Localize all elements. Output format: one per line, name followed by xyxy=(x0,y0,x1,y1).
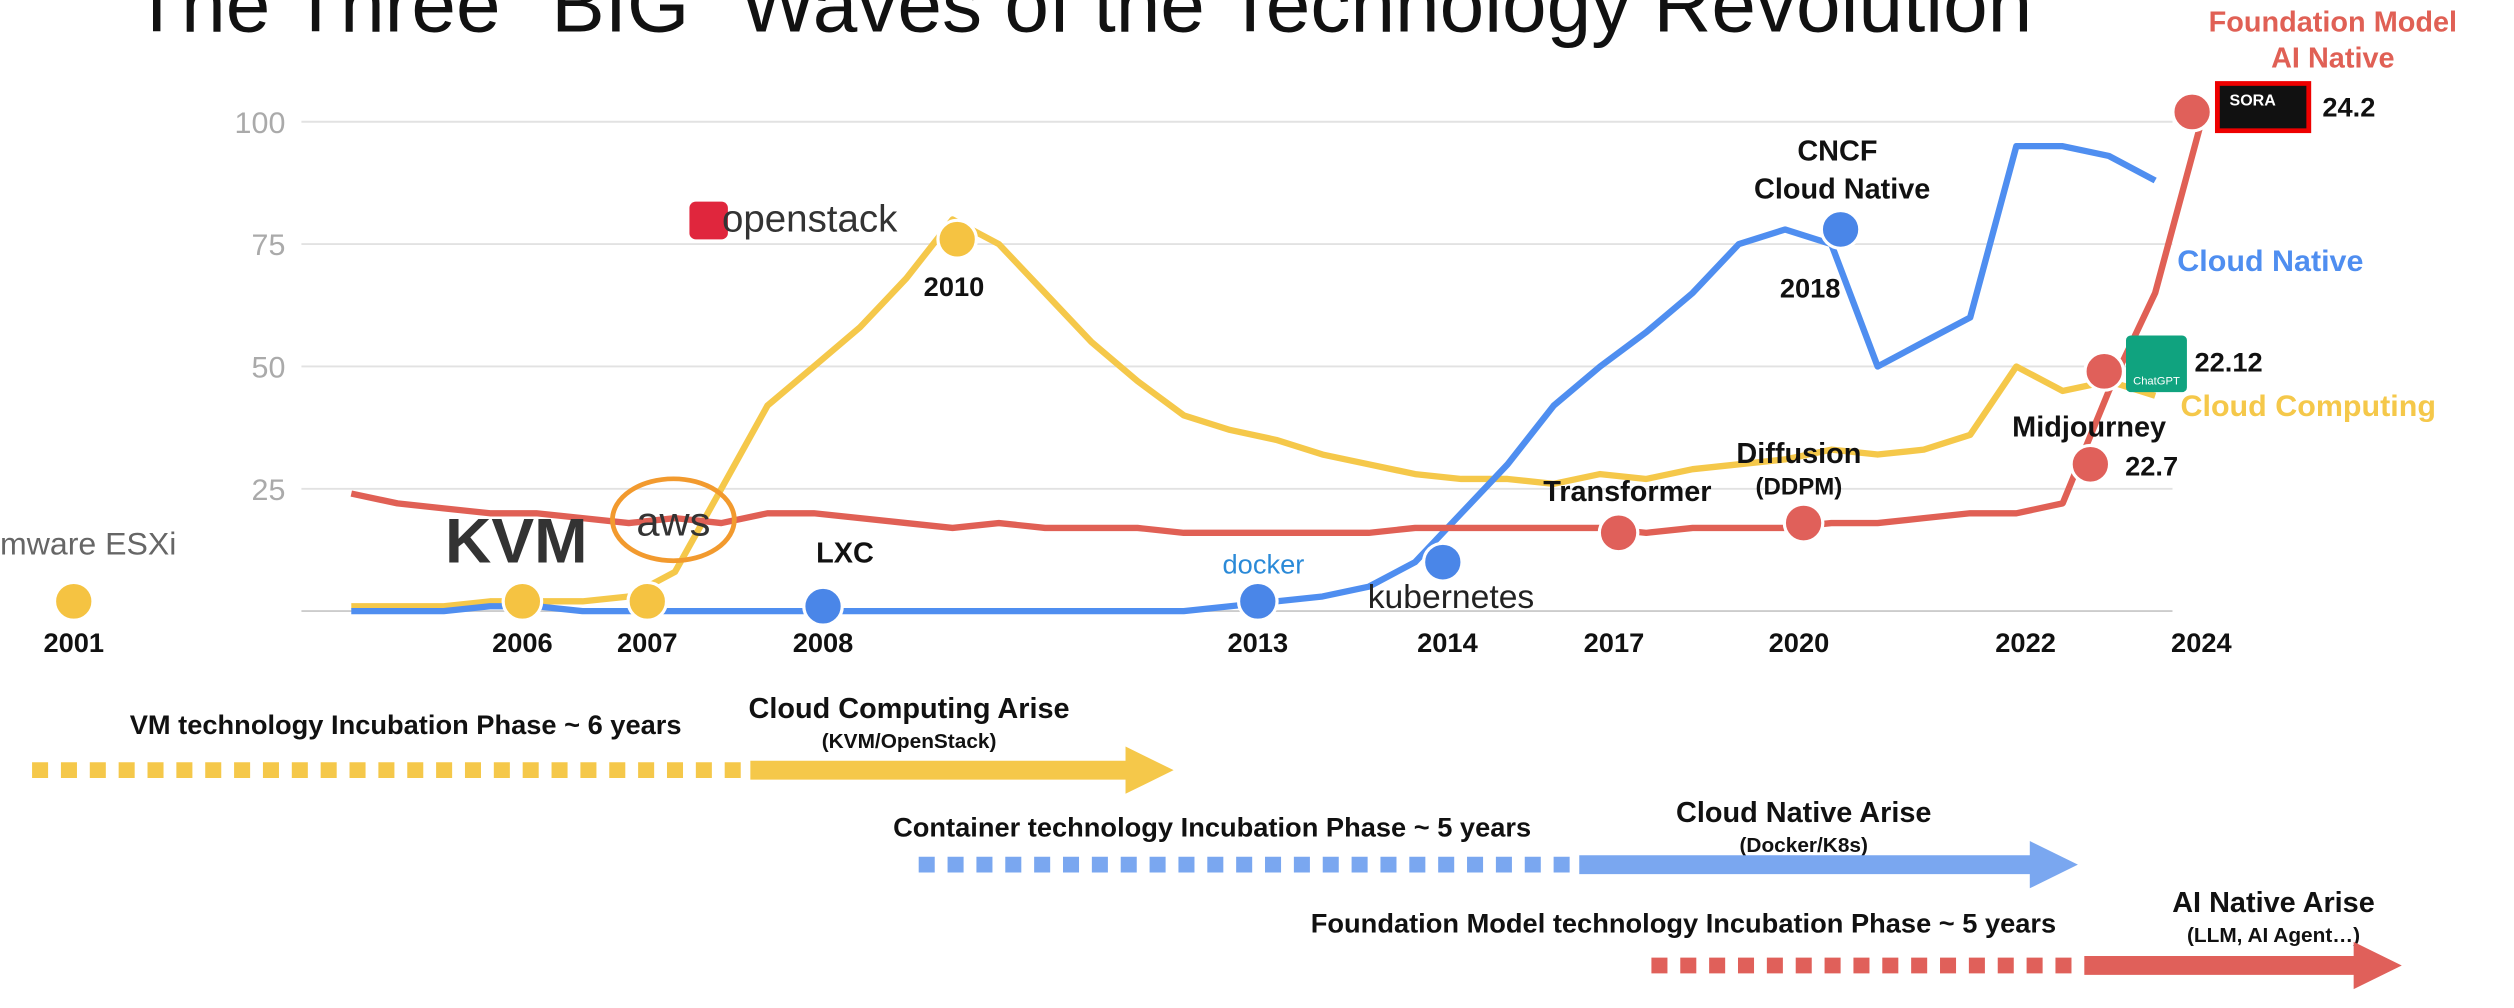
phase-arise: AI Native Arise xyxy=(2172,887,2375,919)
milestone-dot xyxy=(55,582,93,620)
logo-text: kubernetes xyxy=(1368,579,1535,616)
arrow-head xyxy=(2030,841,2078,888)
phase-detail: (KVM/OpenStack) xyxy=(822,730,997,753)
milestone-dot xyxy=(2173,93,2211,131)
milestone-dot xyxy=(2071,445,2109,483)
x-tick-label: 2007 xyxy=(617,628,678,658)
x-tick-label: 2017 xyxy=(1584,628,1645,658)
x-tick-label: 2006 xyxy=(492,628,553,658)
y-tick-label: 75 xyxy=(252,229,286,262)
milestone-date: 2018 xyxy=(1780,274,1841,304)
x-tick-label: 2014 xyxy=(1417,628,1478,658)
milestone-sublabel: Cloud Native xyxy=(1754,174,1930,206)
milestone-label: Midjourney xyxy=(2012,411,2166,443)
series-label: Cloud Native xyxy=(2177,245,2363,278)
arrow-head xyxy=(1126,747,1174,794)
x-tick-label: 2020 xyxy=(1769,628,1830,658)
chart-title: The Three "BIG" Waves of the Technology … xyxy=(132,0,2032,48)
phase-arise: Cloud Computing Arise xyxy=(749,693,1070,725)
series-line xyxy=(351,220,2155,607)
milestone-dot xyxy=(1821,211,1859,249)
milestone-dot xyxy=(1424,543,1462,581)
milestone-label: Transformer xyxy=(1543,476,1711,508)
logo-text: docker xyxy=(1223,550,1305,580)
x-tick-label: 2001 xyxy=(43,628,104,658)
y-tick-label: 100 xyxy=(235,107,286,140)
logo-text: SORA xyxy=(2230,93,2277,110)
milestone-label: LXC xyxy=(816,537,874,569)
logo-text: openstack xyxy=(722,198,898,241)
x-tick-label: 2008 xyxy=(793,628,854,658)
milestone-dot xyxy=(804,587,842,625)
milestone-dot xyxy=(503,582,541,620)
series-label: Cloud Computing xyxy=(2181,390,2436,423)
logo-text: aws xyxy=(636,499,710,545)
milestone-dot xyxy=(1599,514,1637,552)
logo-text: vmware ESXi xyxy=(0,526,176,562)
milestone-date: 2010 xyxy=(924,272,985,302)
milestone-dot xyxy=(1239,582,1277,620)
phase-detail: (Docker/K8s) xyxy=(1739,834,1867,857)
milestone-dot xyxy=(938,220,976,258)
milestone-date: 22.12 xyxy=(2195,348,2263,378)
logo-text: ChatGPT xyxy=(2133,375,2180,387)
milestone-label: Diffusion xyxy=(1736,438,1861,470)
milestone-date: 24.2 xyxy=(2322,93,2375,123)
x-tick-label: 2024 xyxy=(2171,628,2232,658)
chart: The Three "BIG" Waves of the Technology … xyxy=(0,0,2514,1008)
milestone-sublabel: (DDPM) xyxy=(1756,474,1843,501)
series-label: Foundation Model AI Native xyxy=(2205,5,2462,77)
page: {"chart_data":{ "type":"line", "title":"… xyxy=(0,0,2514,1008)
milestone-dot xyxy=(1784,504,1822,542)
y-tick-label: 50 xyxy=(252,352,286,385)
milestone-dot xyxy=(628,582,666,620)
milestone-label: CNCF xyxy=(1797,136,1877,168)
milestone-date: 22.7 xyxy=(2125,452,2178,482)
phase-incubation: Container technology Incubation Phase ~ … xyxy=(893,813,1531,843)
y-tick-label: 25 xyxy=(252,474,286,507)
phase-incubation: Foundation Model technology Incubation P… xyxy=(1311,909,2056,939)
phase-incubation: VM technology Incubation Phase ~ 6 years xyxy=(130,710,682,740)
arrow-head xyxy=(2354,942,2402,989)
x-tick-label: 2022 xyxy=(1995,628,2056,658)
series-label: Foundation Model AI Native xyxy=(2205,5,2510,84)
phase-detail: (LLM, AI Agent…) xyxy=(2187,924,2360,947)
phase-arise: Cloud Native Arise xyxy=(1676,797,1931,829)
x-tick-label: 2013 xyxy=(1228,628,1289,658)
logo-text: KVM xyxy=(445,506,587,576)
milestone-dot xyxy=(2085,352,2123,390)
